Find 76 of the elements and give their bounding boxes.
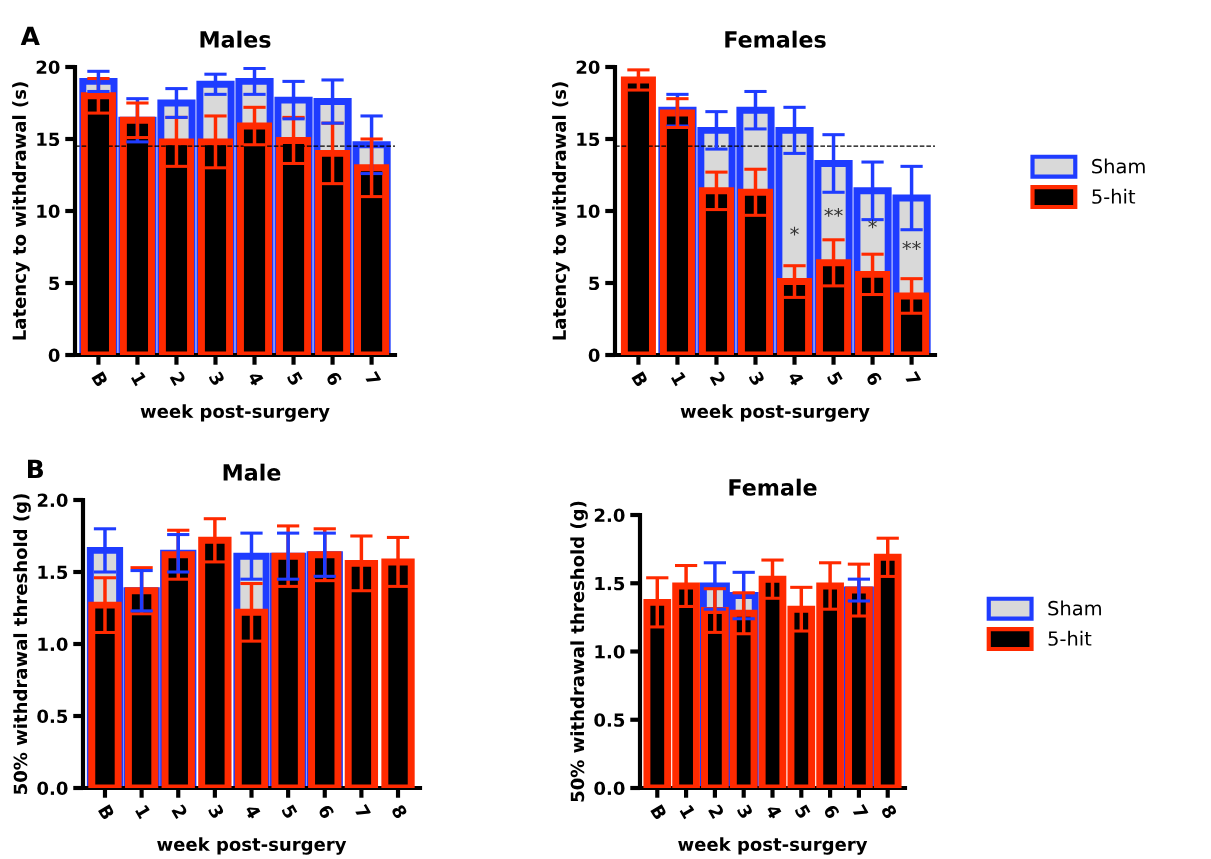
y-tick-label: 5 [49,276,60,291]
x-tick-label: 4 [247,370,265,387]
y-axis-title: Latency to withdrawal (s) [12,82,30,340]
y-tick-label: 15 [577,132,600,147]
y-tick-label: 0.0 [594,781,625,796]
chart-title: Male [223,463,281,481]
annotation: ** [824,207,843,217]
x-tick-label: 2 [709,370,727,386]
x-tick-label: 4 [765,803,783,820]
x-tick-label: 3 [736,803,754,820]
y-axis-title: Latency to withdrawal (s) [552,82,570,340]
y-tick-label: 2.0 [37,493,68,508]
x-tick-label: 2 [171,803,188,819]
annotation: * [868,219,877,229]
y-tick-label: 20 [36,60,60,75]
y-tick-label: 10 [577,204,600,219]
x-tick-label: 7 [354,803,371,820]
y-tick-label: 0.5 [594,713,625,727]
y-tick-label: 0.0 [37,781,68,796]
x-tick-label: 4 [787,370,805,387]
y-tick-label: 10 [37,204,60,219]
y-tick-label: 5 [589,276,600,291]
x-tick-label: 8 [390,803,408,820]
y-tick-label: 1.5 [38,565,68,580]
x-axis-title: week post-surgery [157,837,347,855]
y-tick-label: 1.0 [38,637,68,652]
y-tick-label: 20 [576,60,600,75]
y-axis-title: 50% withdrawal threshold (g) [570,501,588,802]
x-tick-label: 6 [822,803,841,820]
x-tick-label: 7 [852,803,869,820]
annotation: ** [902,241,921,250]
x-tick-label: 5 [794,804,811,820]
y-axis-title: 50% withdrawal threshold (g) [13,494,31,794]
legend-label: 5-hit [1048,630,1092,646]
y-tick-label: 0 [48,348,60,363]
x-tick-label: B [631,371,649,388]
annotation: * [790,226,799,236]
legend-label: 5-hit [1092,188,1136,204]
x-axis-title: week post-surgery [678,837,868,855]
x-tick-label: 8 [880,803,898,820]
y-tick-label: 15 [37,132,60,147]
y-tick-label: 0 [588,348,600,363]
legend-label: Sham [1092,158,1145,174]
x-tick-label: 1 [679,804,696,820]
x-tick-label: 1 [671,371,688,387]
text: A [20,26,40,46]
x-tick-label: 3 [748,370,766,387]
x-tick-label: 5 [826,371,844,387]
chart-title: Females [725,30,826,48]
x-axis-title: week post-surgery [680,404,870,422]
chart-title: Males [200,30,271,48]
x-tick-label: 6 [325,370,343,387]
x-tick-label: B [650,804,668,821]
x-tick-label: B [98,804,115,821]
x-tick-label: 5 [281,804,298,820]
y-tick-label: 0.5 [37,709,68,724]
x-tick-label: 1 [135,804,152,820]
y-tick-label: 1.0 [595,644,625,659]
x-tick-label: 3 [208,370,226,387]
x-tick-label: 5 [286,371,304,387]
x-tick-label: 7 [904,370,922,387]
x-tick-label: 2 [169,370,187,386]
y-tick-label: 2.0 [594,508,625,523]
x-axis-title: week post-surgery [140,404,330,422]
text: B [28,459,44,479]
x-tick-label: B [91,371,109,388]
legend-label: Sham [1048,600,1101,616]
x-tick-label: 6 [317,803,335,820]
x-tick-label: 6 [865,370,883,387]
x-tick-label: 3 [207,803,225,820]
x-tick-label: 1 [131,371,148,387]
x-tick-label: 7 [364,370,382,387]
y-tick-label: 1.5 [595,576,625,591]
x-tick-label: 2 [708,803,725,819]
chart-title: Female [729,478,817,496]
x-tick-label: 4 [244,803,262,820]
